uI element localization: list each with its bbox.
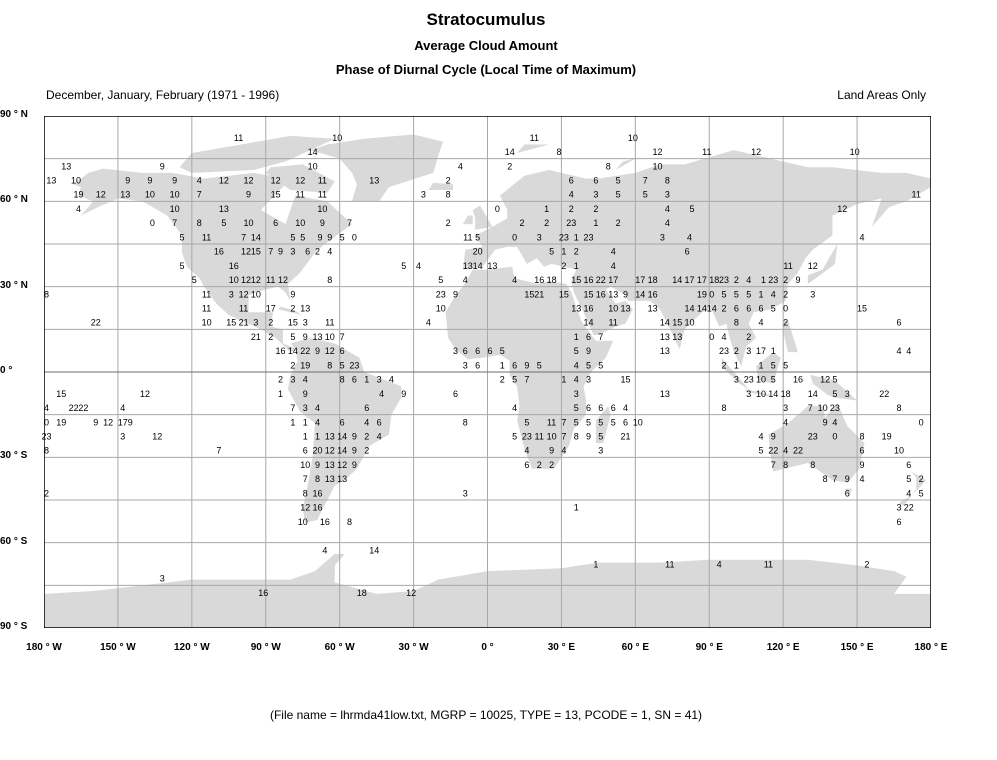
landmass bbox=[807, 244, 838, 284]
longitude-label: 120 ° W bbox=[173, 642, 210, 653]
landmass bbox=[721, 357, 749, 390]
landmass bbox=[73, 168, 352, 353]
latitude-label: 0 ° bbox=[0, 365, 13, 376]
longitude-label: 60 ° W bbox=[324, 642, 355, 653]
landmass bbox=[517, 144, 550, 153]
latitude-label: 60 ° N bbox=[0, 194, 28, 206]
landmass bbox=[898, 471, 927, 506]
landmass bbox=[810, 374, 858, 401]
landmass bbox=[472, 205, 493, 230]
landmass bbox=[844, 488, 853, 496]
longitude-label: 180 ° E bbox=[914, 642, 948, 653]
landmass bbox=[179, 135, 335, 173]
landmass bbox=[287, 337, 402, 523]
landmass bbox=[462, 150, 931, 367]
chart-title: Stratocumulus bbox=[426, 10, 546, 29]
landmass bbox=[783, 320, 798, 353]
region-label: Land Areas Only bbox=[837, 88, 926, 102]
season-label: December, January, February (1971 - 1996… bbox=[46, 88, 280, 102]
latitude-label: 90 ° N bbox=[0, 109, 28, 120]
longitude-label: 0 ° bbox=[481, 642, 494, 653]
landmass bbox=[310, 134, 444, 202]
landmass bbox=[278, 306, 303, 316]
longitude-label: 90 ° W bbox=[250, 642, 281, 653]
longitude-label: 60 ° E bbox=[621, 642, 649, 653]
landmass bbox=[595, 406, 611, 444]
longitude-label: 150 ° W bbox=[100, 642, 136, 653]
chart-subtitle: Average Cloud Amount bbox=[414, 38, 558, 53]
landmass bbox=[615, 152, 656, 171]
landmass bbox=[768, 403, 865, 483]
latitude-label: 30 ° N bbox=[0, 279, 28, 291]
landmass bbox=[462, 215, 473, 225]
landmass bbox=[265, 164, 335, 193]
longitude-label: 150 ° E bbox=[840, 642, 874, 653]
longitude-label: 120 ° E bbox=[766, 642, 800, 653]
latitude-label: 60 ° S bbox=[0, 535, 28, 547]
file-info-footer: (File name = lhrmda41low.txt, MGRP = 100… bbox=[269, 708, 703, 722]
world-map bbox=[44, 116, 931, 628]
longitude-label: 30 ° E bbox=[547, 642, 576, 653]
longitude-label: 30 ° W bbox=[398, 642, 429, 653]
landmass bbox=[756, 352, 781, 384]
latitude-label: 90 ° S bbox=[0, 621, 28, 632]
longitude-label: 90 ° E bbox=[695, 642, 723, 653]
landmass bbox=[746, 389, 771, 397]
chart-subtitle-phase: Phase of Diurnal Cycle (Local Time of Ma… bbox=[335, 62, 637, 77]
latitude-label: 30 ° S bbox=[0, 450, 28, 462]
landmass bbox=[428, 182, 454, 190]
longitude-label: 180 ° W bbox=[26, 642, 62, 653]
